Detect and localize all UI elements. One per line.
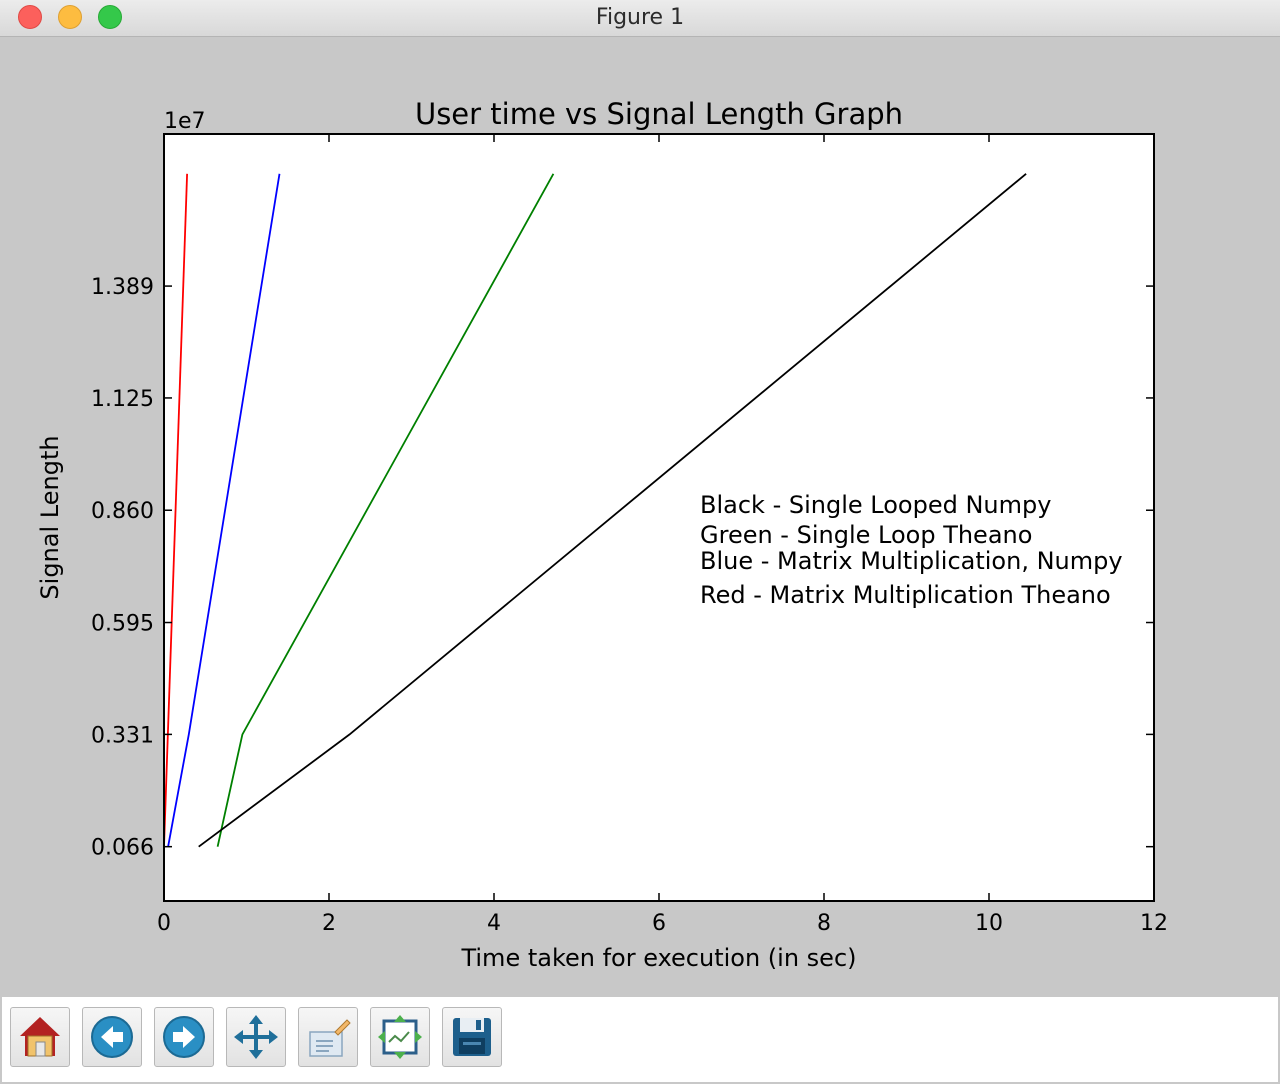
- navigation-toolbar: [2, 997, 1278, 1082]
- forward-arrow-icon: [163, 1016, 205, 1058]
- y-tick-label-3: 0.860: [91, 499, 154, 524]
- window-title: Figure 1: [595, 5, 685, 30]
- x-tick-label-1: 2: [322, 911, 336, 936]
- annotation-text-1: Green - Single Loop Theano: [700, 521, 1032, 549]
- subplots-configure-icon: [378, 1015, 422, 1059]
- subplots-button[interactable]: [370, 1007, 430, 1067]
- figure-canvas[interactable]: 0 2 4 6 8 10 12 0.066 0.331 0.595 0.860 1.125 1.389 …: [2, 37, 1278, 997]
- zoom-button[interactable]: [298, 1007, 358, 1067]
- axes-frame: [163, 133, 1155, 902]
- ticks-layer: 0 2 4 6 8 10 12 0.066 0.331 0.595 0.860 1.125 1.389: [91, 134, 1168, 936]
- y-tick-label-0: 0.066: [91, 836, 154, 861]
- x-tick-label-0: 0: [157, 911, 171, 936]
- forward-button[interactable]: [154, 1007, 214, 1067]
- chart-svg: 0 2 4 6 8 10 120.0660.3310.5950.8601.1251.389 …: [36, 97, 1168, 972]
- y-offset-label: 1e7: [164, 109, 206, 134]
- x-tick-label-4: 8: [817, 911, 831, 936]
- series-line-3: [198, 173, 1027, 848]
- y-axis-label: Signal Length: [36, 435, 64, 599]
- annotation-text-2: Blue - Matrix Multiplication, Numpy: [700, 547, 1123, 575]
- annotation-text-0: Black - Single Looped Numpy: [700, 491, 1051, 519]
- chart-title: User time vs Signal Length Graph: [415, 97, 903, 131]
- series-line-1: [167, 173, 281, 847]
- zoom-window-button[interactable]: [98, 5, 122, 29]
- y-tick-label-1: 0.331: [91, 723, 154, 748]
- back-button[interactable]: [82, 1007, 142, 1067]
- home-icon: [20, 1017, 60, 1057]
- x-tick-label-5: 10: [975, 911, 1003, 936]
- pan-move-icon: [234, 1015, 278, 1059]
- home-button[interactable]: [10, 1007, 70, 1067]
- zoom-rect-icon: [309, 1019, 351, 1057]
- annotation-text-3: Red - Matrix Multiplication Theano: [700, 581, 1111, 609]
- axes-background: [164, 134, 1154, 901]
- save-button[interactable]: [442, 1007, 502, 1067]
- x-tick-label-3: 6: [652, 911, 666, 936]
- minimize-window-button[interactable]: [58, 5, 82, 29]
- x-axis-label: Time taken for execution (in sec): [460, 944, 856, 972]
- x-tick-label-2: 4: [487, 911, 501, 936]
- x-tick-label-6: 12: [1140, 911, 1168, 936]
- pan-button[interactable]: [226, 1007, 286, 1067]
- series-line-2: [216, 173, 555, 847]
- y-tick-label-2: 0.595: [91, 612, 154, 637]
- y-tick-label-4: 1.125: [91, 387, 154, 412]
- back-arrow-icon: [91, 1016, 133, 1058]
- save-disk-icon: [453, 1018, 491, 1056]
- title-bar: Figure 1: [0, 0, 1280, 37]
- y-tick-label-5: 1.389: [91, 275, 154, 300]
- close-window-button[interactable]: [18, 5, 42, 29]
